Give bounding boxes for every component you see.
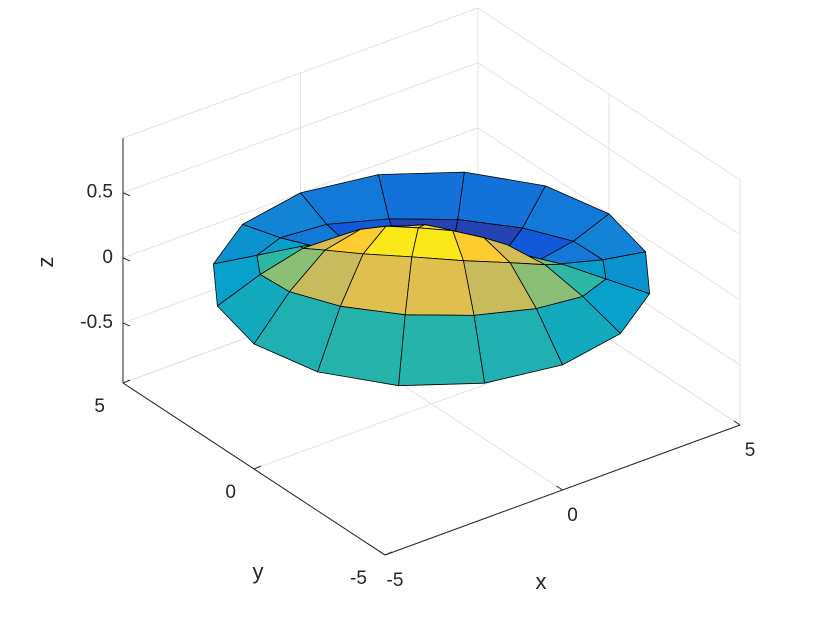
y-tick-label: 0 [225,482,236,503]
x-tick-label: 5 [745,440,756,461]
x-tick [378,550,386,556]
z-tick [122,257,131,262]
y-tick [122,379,131,384]
y-axis-label: y [253,559,264,584]
x-tick [733,420,741,426]
y-tick [384,551,393,556]
x-tick-label: -5 [387,570,404,591]
surface-patch [398,314,486,387]
grid-line [122,62,479,194]
x-tick-label: 0 [567,505,578,526]
surface-patch [377,171,465,220]
x-axis-label: x [536,569,547,594]
z-tick [122,192,131,197]
y-tick [253,465,262,470]
z-tick-label: 0.5 [87,182,113,203]
z-tick-label: 0 [102,247,113,268]
z-tick [122,322,131,327]
z-axis-label: z [33,257,58,268]
z-tick-label: -0.5 [80,312,113,333]
grid-line [477,62,741,236]
surface-patch [404,256,475,316]
y-tick-label: -5 [350,568,367,589]
x-tick [556,485,563,491]
y-tick-label: 5 [94,396,105,417]
